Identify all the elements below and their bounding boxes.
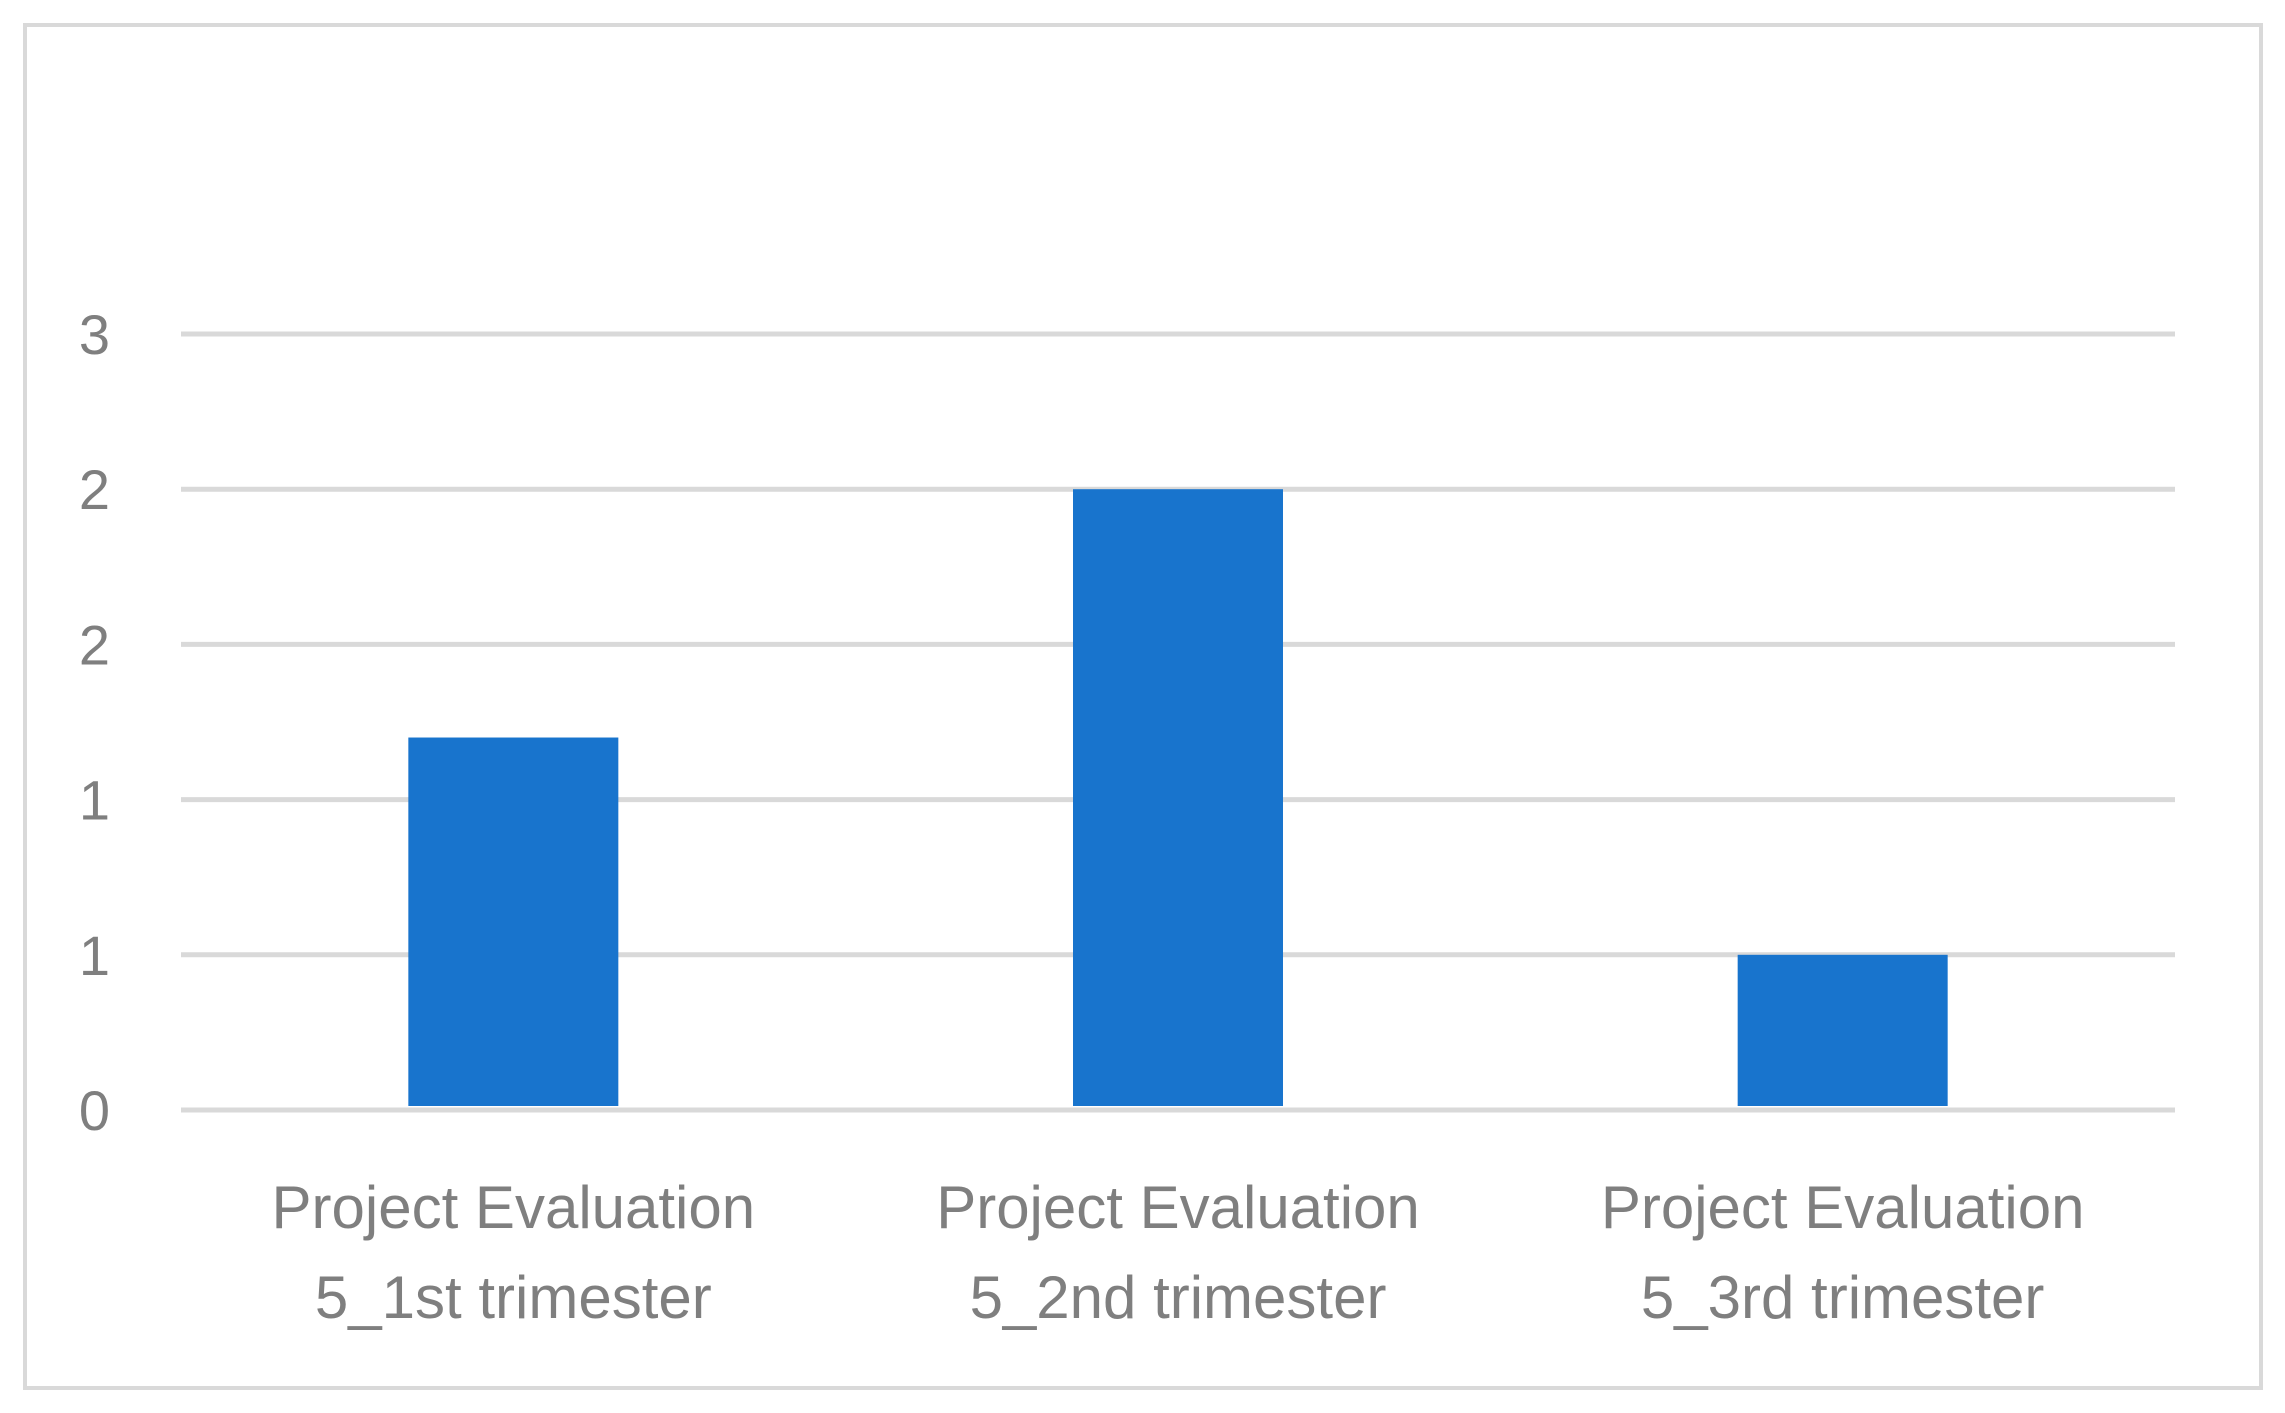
y-tick-label: 1 [79, 769, 110, 832]
x-axis-categories: Project Evaluation 5_1st trimester Project… [272, 1174, 2085, 1331]
x-category-label: 5_1st trimester [315, 1264, 712, 1331]
x-category-label: Project Evaluation [1601, 1174, 2085, 1241]
bar [1737, 954, 1948, 1106]
y-tick-label: 2 [79, 613, 110, 676]
bar [408, 737, 619, 1106]
y-tick-label: 3 [79, 303, 110, 366]
x-category-label: 5_2nd trimester [970, 1264, 1387, 1331]
x-category-label: Project Evaluation [936, 1174, 1420, 1241]
y-tick-label: 2 [79, 458, 110, 521]
bar [1073, 489, 1283, 1106]
x-category-label: Project Evaluation [272, 1174, 756, 1241]
x-category-label: 5_3rd trimester [1641, 1264, 2044, 1331]
y-axis-ticks: 0 1 1 2 2 3 [79, 303, 110, 1142]
y-tick-label: 1 [79, 924, 110, 987]
y-tick-label: 0 [79, 1079, 110, 1142]
bars [408, 489, 1948, 1106]
